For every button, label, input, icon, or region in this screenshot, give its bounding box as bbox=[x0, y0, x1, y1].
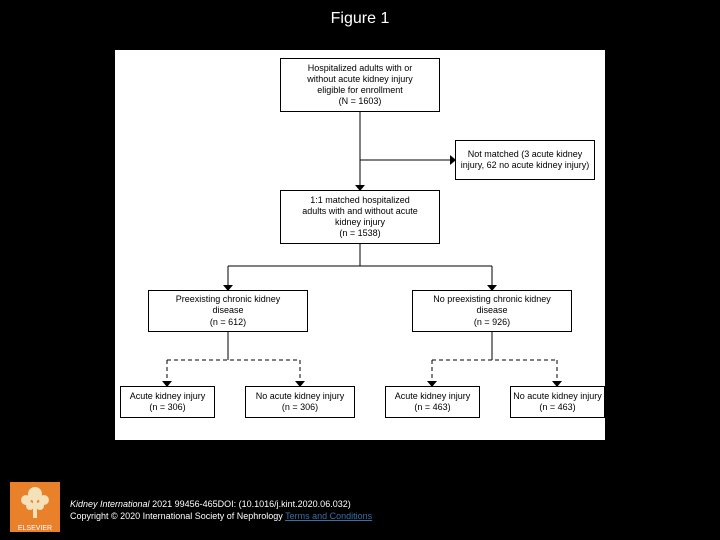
flow-node-n6: No acute kidney injury(n = 306) bbox=[245, 386, 355, 418]
flow-node-n7: Acute kidney injury(n = 463) bbox=[385, 386, 480, 418]
flow-node-n1: Not matched (3 acute kidneyinjury, 62 no… bbox=[455, 140, 595, 180]
flow-node-n3: Preexisting chronic kidneydisease(n = 61… bbox=[148, 290, 308, 332]
slide: Figure 1 ELSEVIER Kidney International 2… bbox=[0, 0, 720, 540]
flow-node-n5: Acute kidney injury(n = 306) bbox=[120, 386, 215, 418]
flow-node-n2: 1:1 matched hospitalizedadults with and … bbox=[280, 190, 440, 244]
flow-node-n4: No preexisting chronic kidneydisease(n =… bbox=[412, 290, 572, 332]
flow-node-n8: No acute kidney injury(n = 463) bbox=[510, 386, 605, 418]
flow-node-n0: Hospitalized adults with orwithout acute… bbox=[280, 58, 440, 112]
